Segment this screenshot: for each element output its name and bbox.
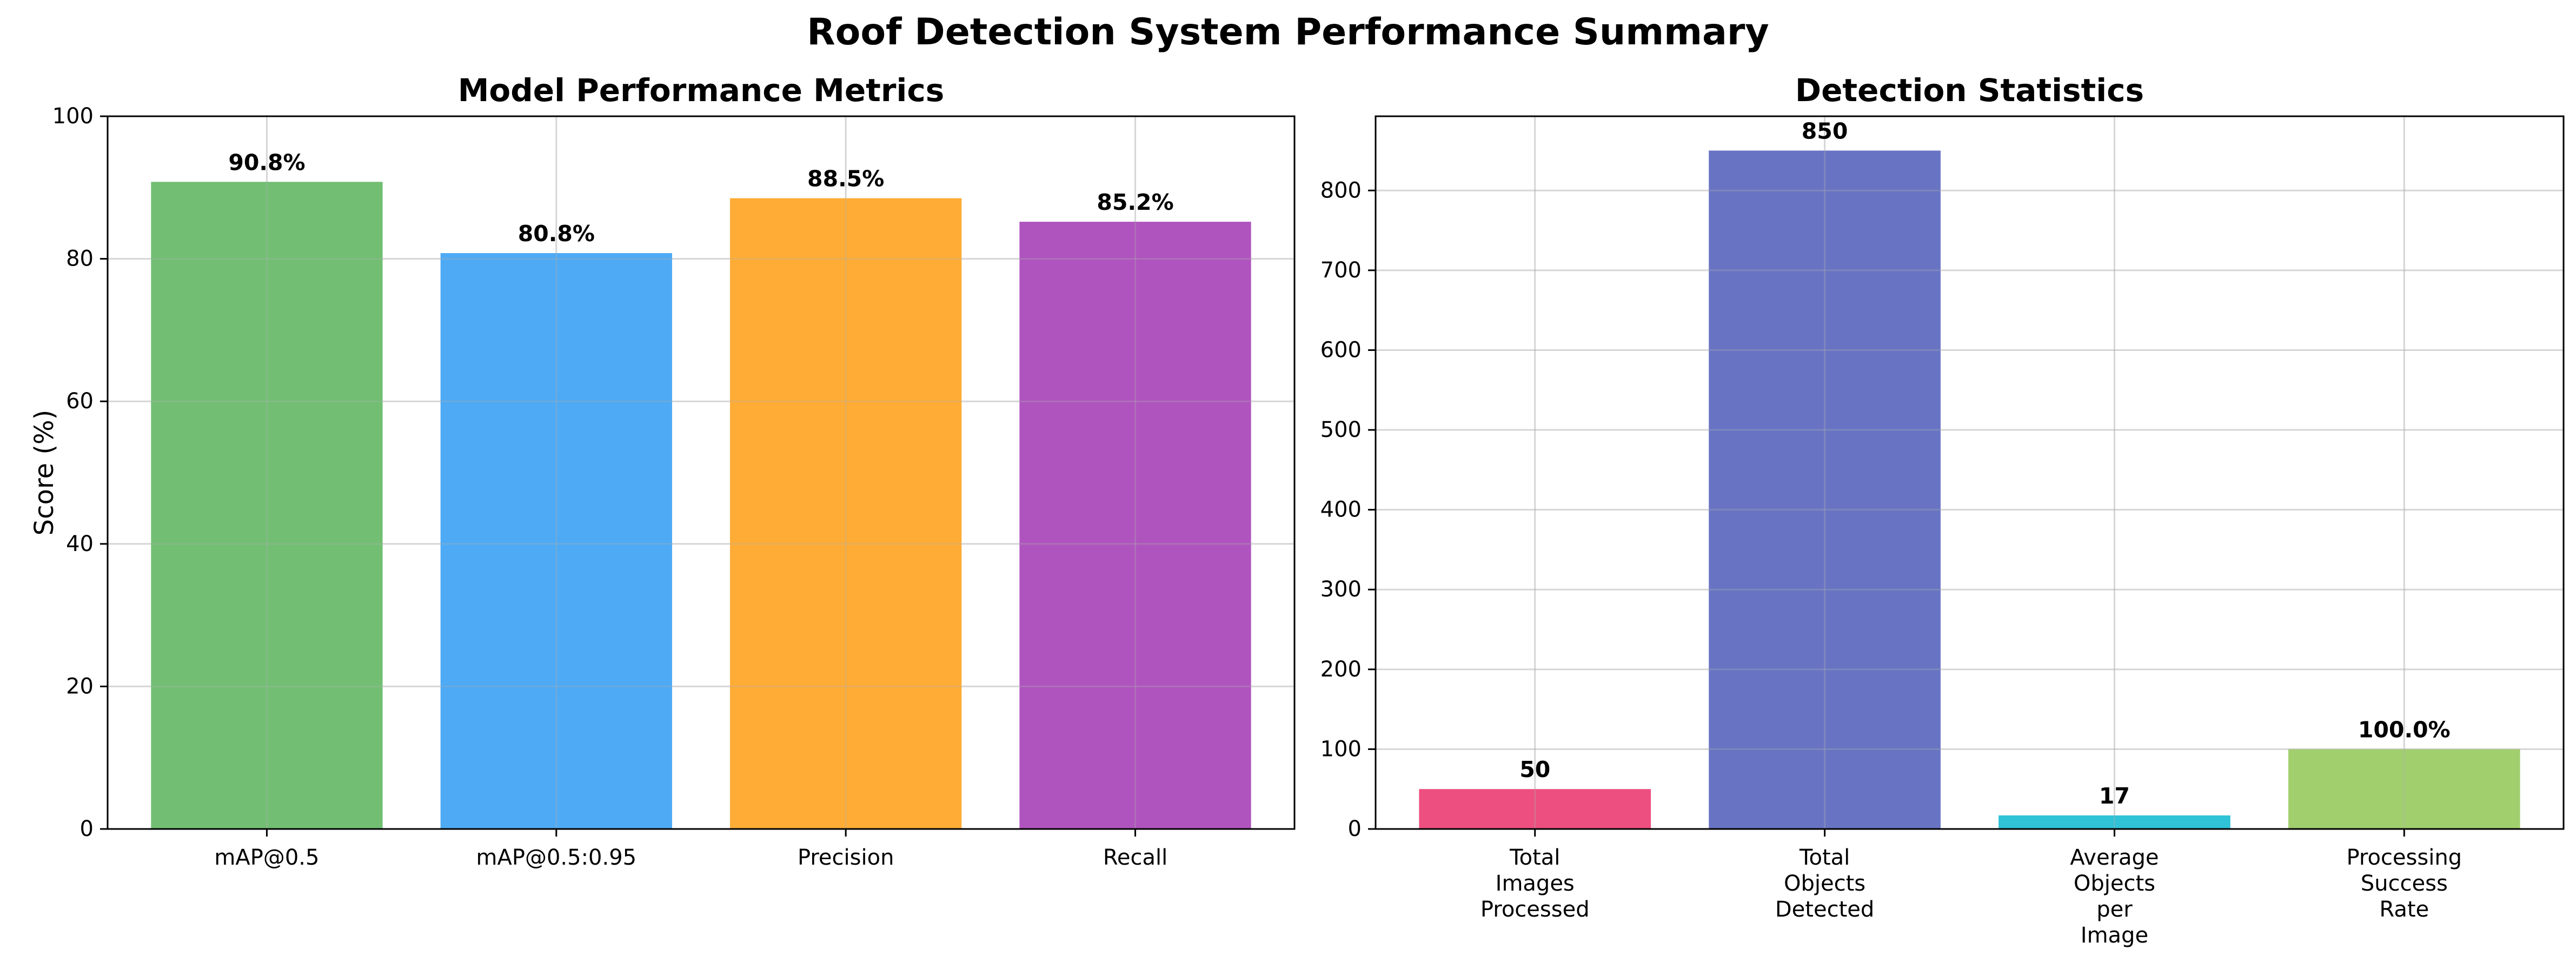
y-axis-label: Score (%) bbox=[29, 410, 59, 536]
x-tick-label-line: Precision bbox=[798, 845, 894, 870]
y-tick-label: 400 bbox=[1320, 497, 1362, 522]
x-tick-label-line: Total bbox=[1509, 845, 1560, 870]
figure-title: Roof Detection System Performance Summar… bbox=[807, 11, 1769, 54]
detection-statistics-chart: Detection Statistics 50 850 17 100.0% 0 100 200… bbox=[1320, 72, 2565, 948]
bar bbox=[730, 198, 962, 829]
data-label: 50 bbox=[1519, 757, 1550, 782]
y-tick-label: 500 bbox=[1320, 417, 1362, 442]
y-tick-label: 200 bbox=[1320, 657, 1362, 682]
data-label: 88.5% bbox=[807, 166, 884, 192]
y-tick-label: 100 bbox=[1320, 737, 1362, 761]
y-tick-label: 80 bbox=[66, 247, 94, 271]
x-tick-label-line: mAP@0.5:0.95 bbox=[476, 845, 637, 870]
data-label: 17 bbox=[2099, 783, 2130, 809]
bar bbox=[151, 182, 383, 830]
x-tick-label-line: Rate bbox=[2379, 897, 2429, 922]
x-tick-label-line: mAP@0.5 bbox=[214, 845, 319, 870]
x-tick-label-line: Detected bbox=[1775, 897, 1874, 922]
x-tick-label: Total Objects Detected bbox=[1775, 845, 1874, 922]
x-tick-label: Total Images Processed bbox=[1480, 845, 1590, 922]
x-tick-label-line: Processing bbox=[2346, 845, 2462, 870]
y-tick-label: 20 bbox=[66, 674, 94, 699]
data-label: 90.8% bbox=[228, 149, 305, 175]
chart-title: Detection Statistics bbox=[1795, 72, 2144, 109]
x-tick-label-line: Images bbox=[1496, 871, 1575, 896]
x-tick-label-line: Processed bbox=[1480, 897, 1590, 922]
x-tick-label-line: Recall bbox=[1103, 845, 1167, 870]
plot-frame bbox=[1375, 115, 2565, 830]
x-tick-label-line: Objects bbox=[2074, 871, 2155, 896]
x-tick-label: mAP@0.5:0.95 bbox=[476, 845, 637, 870]
y-tick-label: 300 bbox=[1320, 577, 1362, 602]
data-label: 80.8% bbox=[518, 221, 595, 247]
x-tick-label-line: Success bbox=[2361, 871, 2448, 896]
bar bbox=[1709, 150, 1941, 829]
x-tick-label-line: Image bbox=[2081, 923, 2148, 948]
plot-frame bbox=[107, 115, 1296, 830]
x-tick-label: Processing Success Rate bbox=[2346, 845, 2462, 922]
data-label: 85.2% bbox=[1097, 189, 1173, 215]
x-tick-label: mAP@0.5 bbox=[214, 845, 319, 870]
y-tick-label: 0 bbox=[1348, 817, 1362, 841]
bar bbox=[1419, 789, 1651, 829]
x-tick-label: Precision bbox=[798, 845, 894, 870]
bar bbox=[440, 253, 672, 829]
x-tick-label-line: per bbox=[2096, 897, 2133, 922]
x-tick-label-line: Objects bbox=[1784, 871, 1865, 896]
chart-title: Model Performance Metrics bbox=[458, 72, 945, 109]
data-label: 850 bbox=[1802, 118, 1848, 144]
x-tick-label: Average Objects per Image bbox=[2070, 845, 2159, 948]
data-label: 100.0% bbox=[2358, 716, 2451, 742]
bar bbox=[2288, 749, 2520, 829]
y-tick-label: 0 bbox=[80, 817, 94, 841]
y-tick-label: 100 bbox=[52, 104, 94, 129]
x-tick-label-line: Total bbox=[1799, 845, 1850, 870]
y-tick-label: 600 bbox=[1320, 337, 1362, 362]
model-performance-chart: Model Performance Metrics Score (%) 90.8% 8… bbox=[29, 72, 1296, 870]
x-tick-label-line: Average bbox=[2070, 845, 2159, 870]
y-tick-label: 40 bbox=[66, 532, 94, 556]
bar bbox=[1019, 222, 1251, 830]
bar bbox=[1999, 815, 2230, 829]
y-tick-label: 800 bbox=[1320, 178, 1362, 203]
y-tick-label: 700 bbox=[1320, 258, 1362, 283]
x-tick-label: Recall bbox=[1103, 845, 1167, 870]
y-tick-label: 60 bbox=[66, 389, 94, 414]
